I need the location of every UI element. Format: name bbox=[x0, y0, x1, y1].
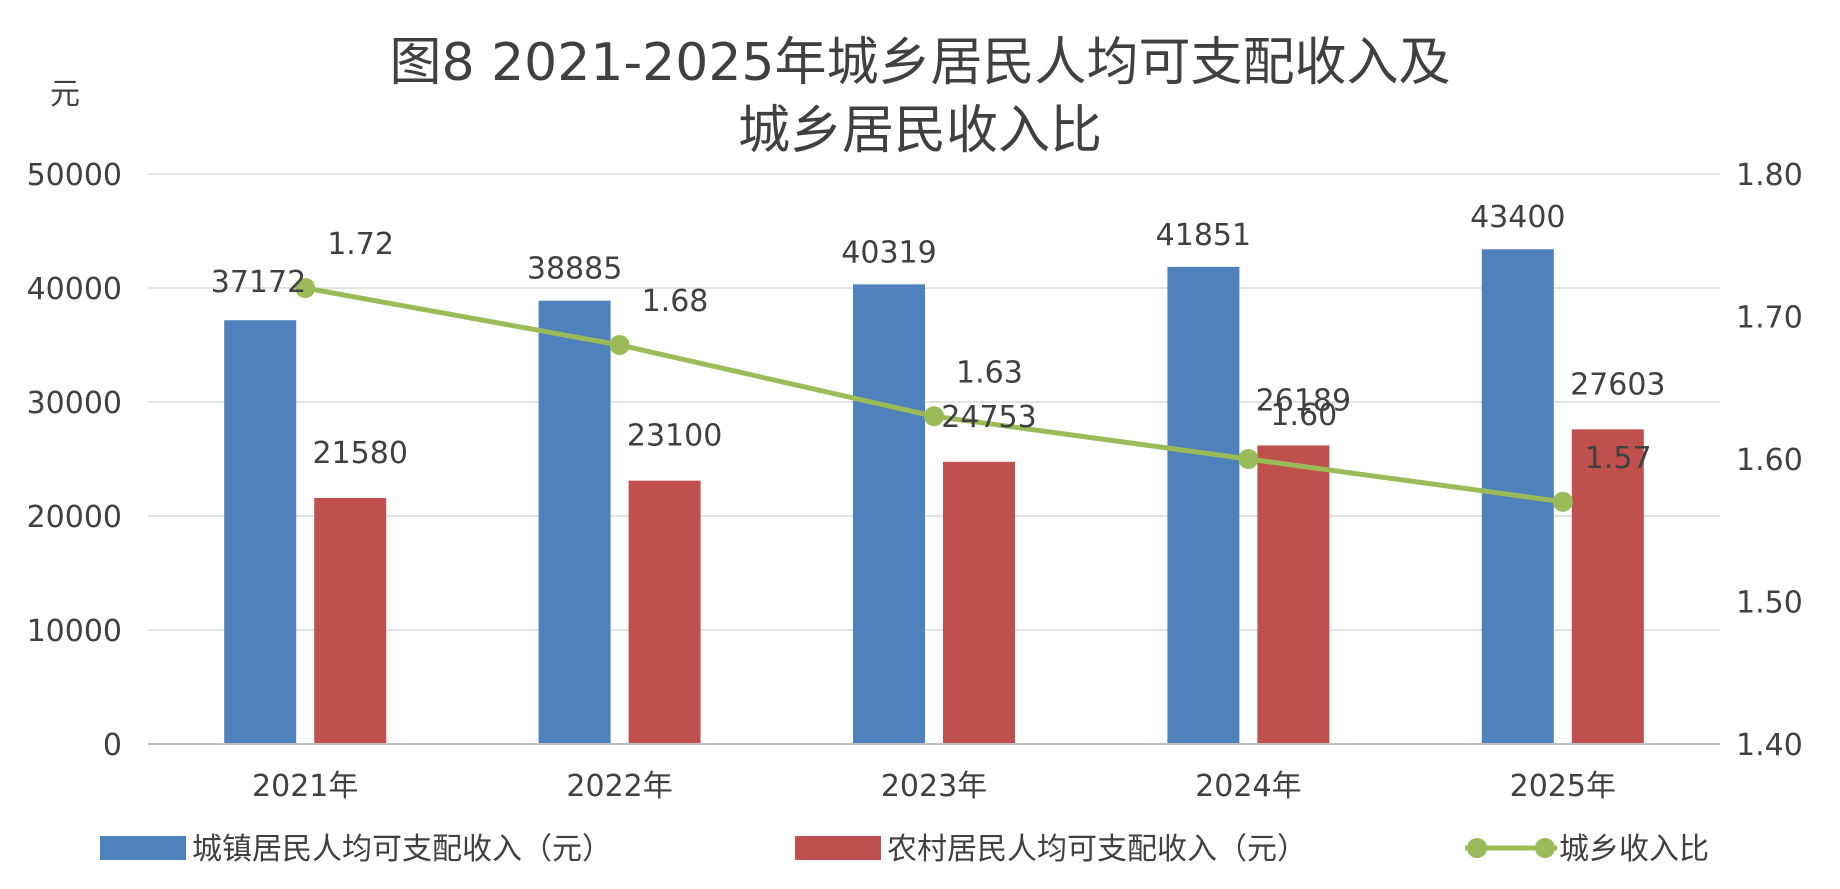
x-tick-label: 2024年 bbox=[1195, 769, 1301, 804]
rural-income-label: 24753 bbox=[941, 400, 1036, 435]
y2-tick-label: 1.50 bbox=[1736, 586, 1803, 621]
urban-income-label: 40319 bbox=[841, 235, 936, 270]
legend-rural: 农村居民人均可支配收入（元） bbox=[795, 832, 1307, 867]
y-tick-label: 0 bbox=[103, 728, 122, 763]
ratio-point bbox=[924, 406, 944, 427]
rural-income-bar bbox=[943, 461, 1015, 744]
x-tick-label: 2023年 bbox=[881, 769, 987, 804]
rural-income-bar bbox=[314, 497, 387, 744]
legend-label: 城镇居民人均可支配收入（元） bbox=[192, 832, 612, 867]
ratio-line-layer bbox=[295, 278, 1573, 512]
chart-title-line-2: 城乡居民收入比 bbox=[738, 101, 1102, 161]
legend-label: 农村居民人均可支配收入（元） bbox=[887, 832, 1307, 867]
ratio-point bbox=[1552, 491, 1573, 512]
legend: 城镇居民人均可支配收入（元） 农村居民人均可支配收入（元） 城乡收入比 bbox=[100, 832, 1709, 867]
rural-income-bar bbox=[1571, 429, 1644, 744]
legend-urban: 城镇居民人均可支配收入（元） bbox=[100, 832, 612, 867]
x-tick-label: 2022年 bbox=[566, 769, 672, 804]
rural-income-label: 23100 bbox=[627, 419, 722, 454]
legend-ratio: 城乡收入比 bbox=[1465, 832, 1709, 867]
ratio-label: 1.63 bbox=[956, 355, 1023, 390]
rural-income-bar bbox=[1257, 445, 1330, 744]
y-tick-label: 50000 bbox=[27, 158, 122, 193]
rural-income-label: 27603 bbox=[1570, 367, 1665, 402]
y-tick-label: 20000 bbox=[27, 500, 122, 535]
y2-tick-label: 1.60 bbox=[1736, 443, 1803, 478]
x-tick-label: 2025年 bbox=[1510, 769, 1616, 804]
legend-swatch bbox=[795, 836, 881, 860]
axes: 0 10000 20000 30000 40000 50000 1.40 1.50 1.60 1.… bbox=[27, 158, 1803, 804]
urban-income-label: 37172 bbox=[211, 265, 306, 300]
legend-swatch bbox=[100, 836, 186, 860]
chart-title-line-1: 图8 2021-2025年城乡居民人均可支配收入及 bbox=[389, 33, 1450, 93]
y2-tick-label: 1.40 bbox=[1736, 728, 1803, 763]
ratio-label: 1.60 bbox=[1270, 398, 1337, 433]
rural-income-label: 21580 bbox=[312, 436, 407, 471]
urban-income-bar bbox=[224, 320, 297, 744]
urban-income-label: 41851 bbox=[1156, 218, 1251, 253]
rural-income-label: 26189 bbox=[1256, 383, 1351, 418]
ratio-label: 1.57 bbox=[1585, 441, 1652, 476]
urban-income-label: 38885 bbox=[527, 252, 622, 287]
x-tick-label: 2021年 bbox=[252, 769, 358, 804]
ratio-point bbox=[1238, 449, 1259, 469]
ratio-point bbox=[609, 335, 630, 355]
y2-tick-label: 1.80 bbox=[1736, 158, 1803, 193]
urban-income-bar bbox=[1167, 266, 1240, 744]
urban-income-bar bbox=[853, 284, 925, 744]
grid-lines bbox=[148, 173, 1720, 631]
bars bbox=[224, 249, 1644, 745]
urban-income-bar bbox=[538, 300, 611, 744]
urban-income-label: 43400 bbox=[1470, 200, 1565, 235]
data-labels: 37172 38885 40319 41851 43400 21580 23100 24753… bbox=[211, 200, 1666, 476]
y-tick-label: 10000 bbox=[27, 614, 122, 649]
legend-marker bbox=[1535, 838, 1555, 858]
y2-tick-label: 1.70 bbox=[1736, 301, 1803, 336]
y-axis-unit: 元 bbox=[50, 77, 80, 112]
ratio-label: 1.68 bbox=[642, 284, 709, 319]
legend-label: 城乡收入比 bbox=[1559, 832, 1709, 867]
y-tick-label: 30000 bbox=[27, 386, 122, 421]
ratio-point bbox=[295, 278, 316, 298]
y-tick-label: 40000 bbox=[27, 272, 122, 307]
legend-marker bbox=[1467, 838, 1487, 858]
ratio-label: 1.72 bbox=[327, 227, 394, 262]
rural-income-bar bbox=[628, 480, 701, 744]
